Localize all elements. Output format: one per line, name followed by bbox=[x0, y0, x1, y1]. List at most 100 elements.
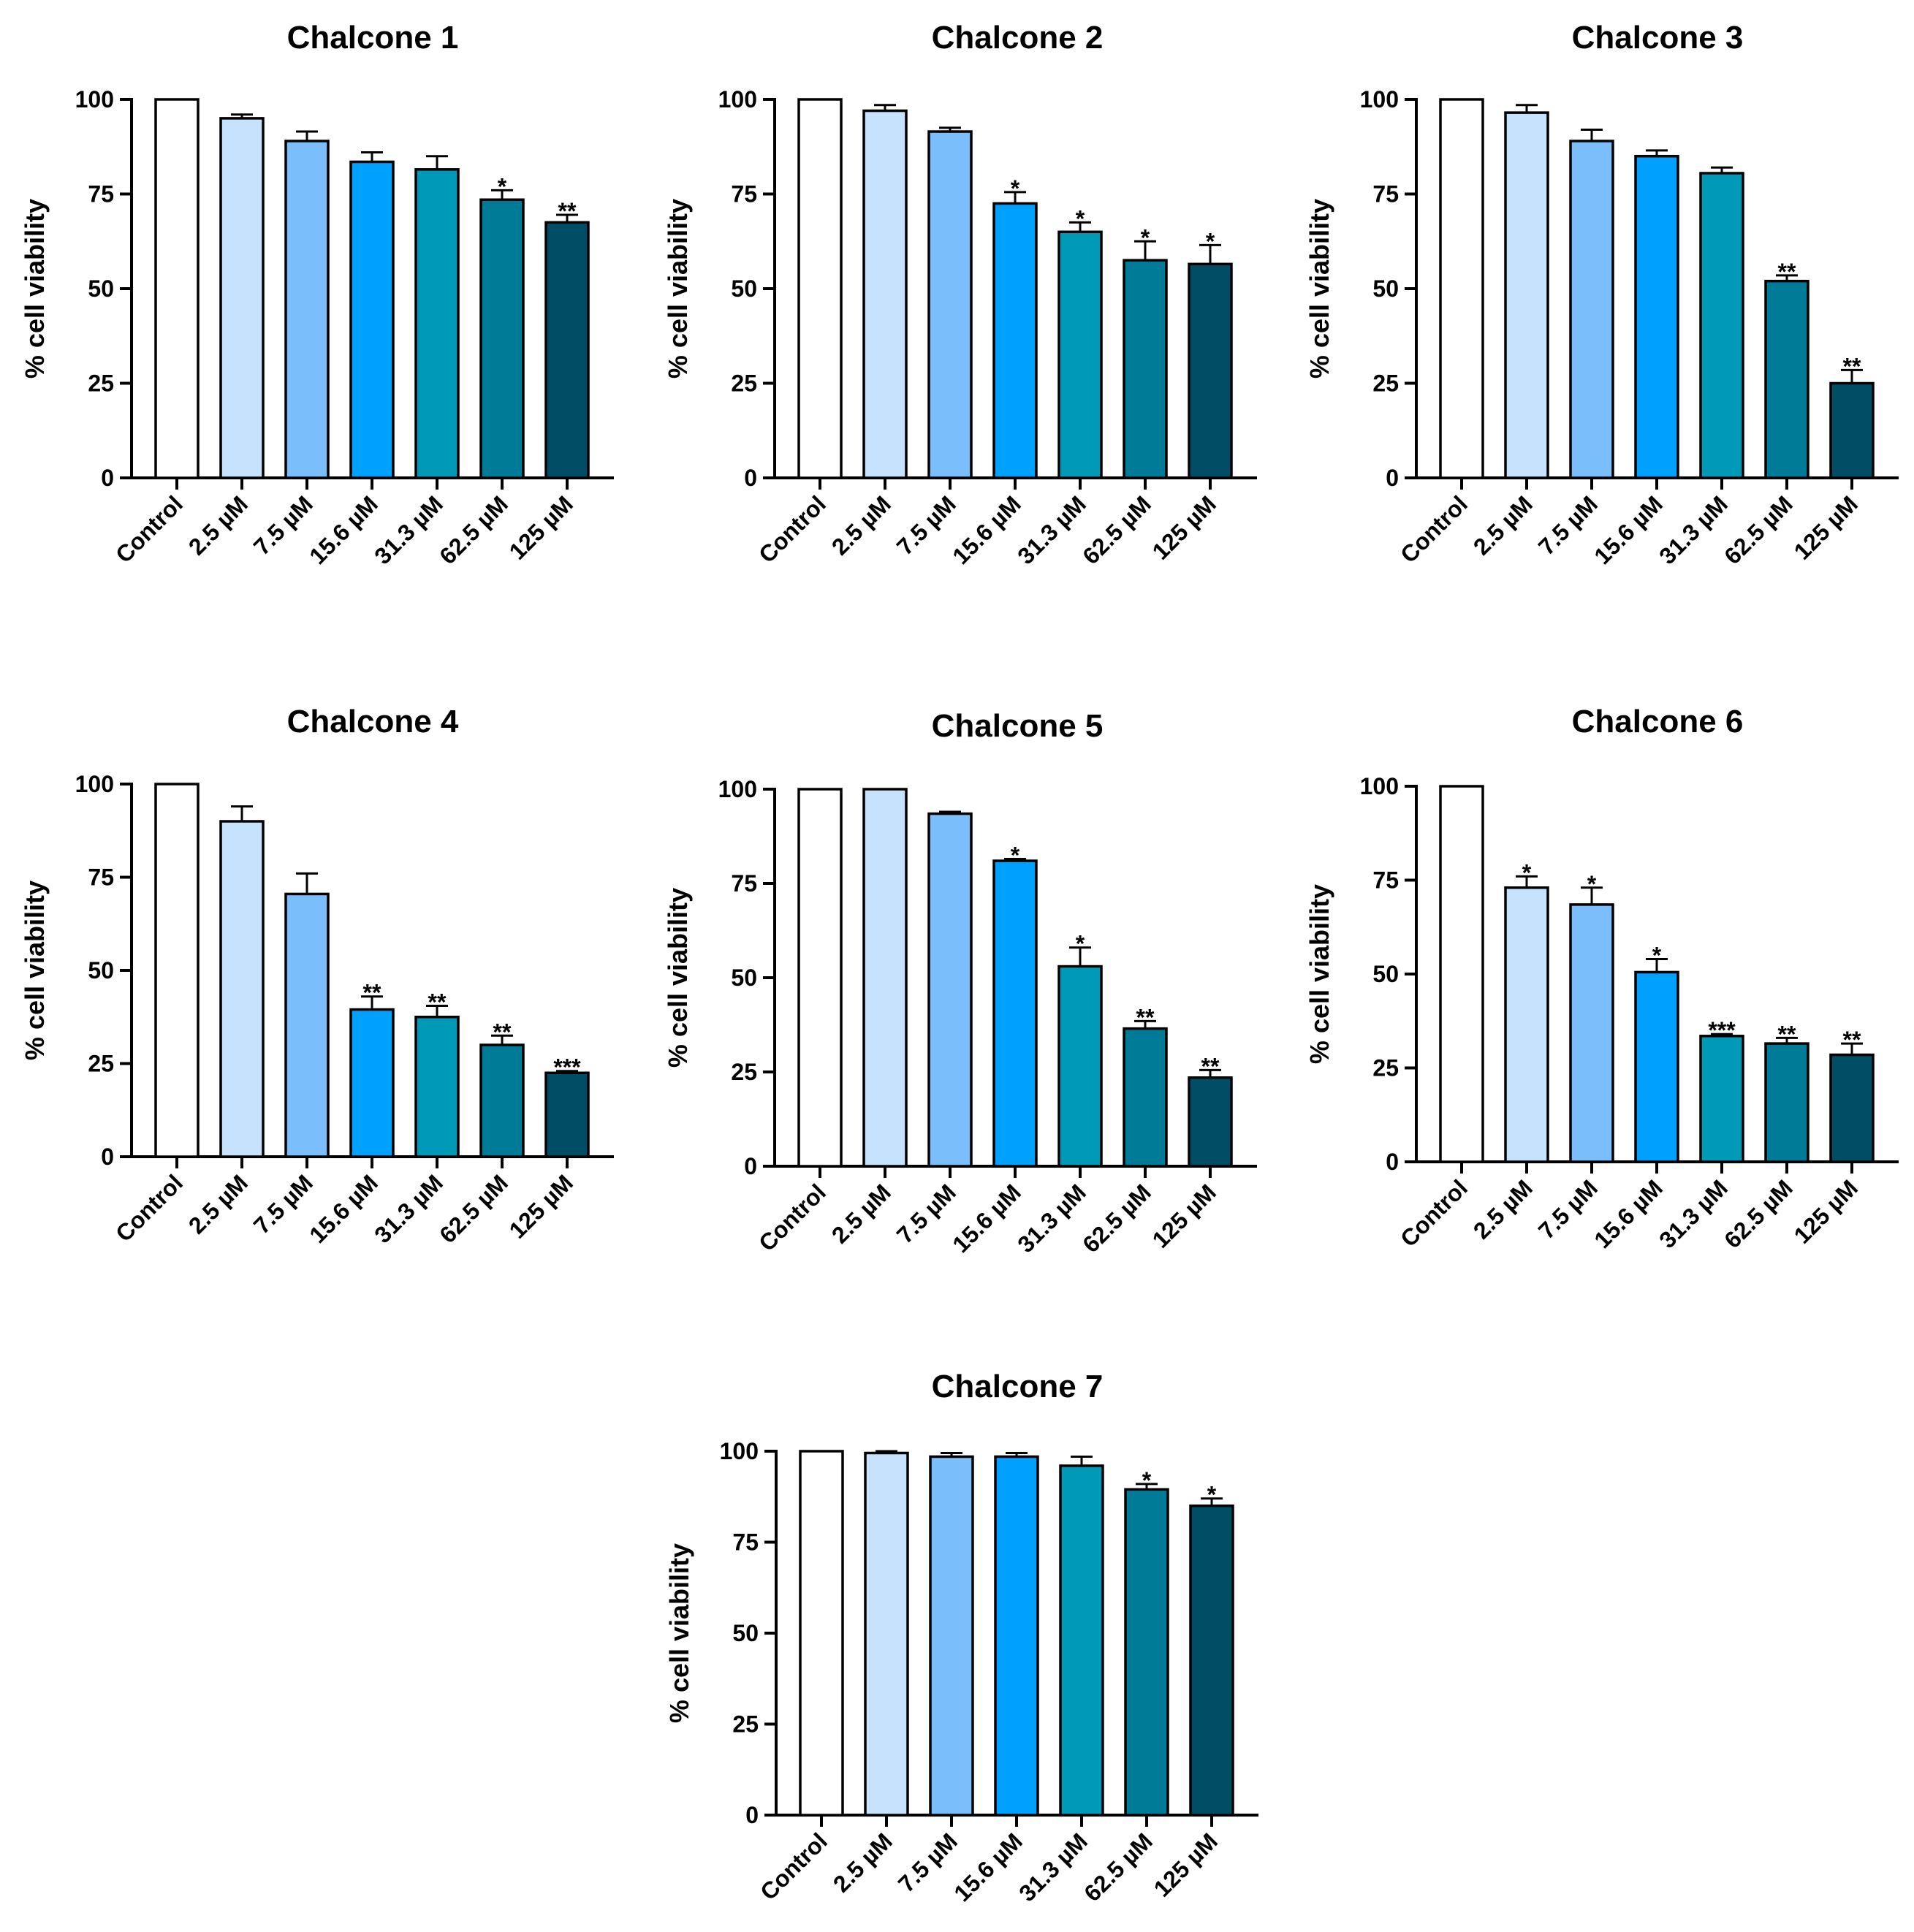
bar-15-6-m bbox=[992, 202, 1038, 479]
bar-125-m bbox=[1829, 1053, 1875, 1163]
chart-title: Chalcone 3 bbox=[1572, 20, 1744, 56]
y-tick-label: 100 bbox=[1360, 773, 1399, 799]
chart-title: Chalcone 1 bbox=[287, 20, 459, 56]
chart-title: Chalcone 2 bbox=[932, 20, 1104, 56]
significance-marker: * bbox=[1142, 1467, 1152, 1494]
x-tick-label: 2.5 µM bbox=[827, 1179, 896, 1248]
y-tick-label: 50 bbox=[732, 1620, 759, 1646]
y-tick-label: 100 bbox=[1360, 86, 1399, 113]
significance-marker: ** bbox=[1843, 1027, 1861, 1053]
chart-panel-2: Chalcone 2 % cell viability 0 25 50 75 100 Cont… bbox=[663, 20, 1257, 569]
x-tick-label: Control bbox=[753, 1179, 831, 1256]
significance-marker: ** bbox=[558, 198, 577, 224]
x-tick-label: 62.5 µM bbox=[434, 1169, 513, 1248]
x-tick-label: 62.5 µM bbox=[1077, 1179, 1156, 1258]
y-tick-label: 75 bbox=[732, 1529, 759, 1556]
significance-marker: ** bbox=[493, 1019, 512, 1045]
significance-marker: * bbox=[1206, 228, 1215, 254]
bar-control bbox=[1439, 98, 1484, 479]
y-tick-label: 0 bbox=[101, 1144, 114, 1170]
significance-marker: * bbox=[1076, 931, 1085, 957]
significance-marker: * bbox=[498, 173, 507, 199]
y-tick-label: 0 bbox=[744, 1153, 757, 1179]
y-tick-label: 50 bbox=[1372, 961, 1399, 987]
bar-control bbox=[1439, 785, 1484, 1163]
bar-62-5-m bbox=[479, 1043, 525, 1158]
bar-15-6-m bbox=[992, 859, 1038, 1168]
bar-31-3-m bbox=[1699, 1035, 1744, 1163]
x-tick-label: 125 µM bbox=[1147, 1179, 1221, 1252]
bar-62-5-m bbox=[1764, 279, 1809, 479]
bar-125-m bbox=[544, 221, 590, 479]
y-tick-label: 0 bbox=[744, 465, 757, 491]
bar-15-6-m bbox=[1634, 154, 1679, 479]
x-tick-label: 15.6 µM bbox=[1589, 1174, 1668, 1253]
chart-panel-5: Chalcone 5 % cell viability 0 25 50 75 100 Cont… bbox=[663, 708, 1257, 1258]
x-tick-label: 2.5 µM bbox=[1468, 490, 1538, 560]
x-tick-label: 62.5 µM bbox=[1719, 490, 1798, 569]
significance-marker: ** bbox=[1778, 1021, 1796, 1047]
bar-7-5-m bbox=[1569, 903, 1614, 1163]
chart-panel-7: Chalcone 7 % cell viability 0 25 50 75 100 Cont… bbox=[664, 1369, 1258, 1906]
y-tick-label: 25 bbox=[1372, 1055, 1399, 1081]
bar-31-3-m bbox=[1699, 172, 1744, 479]
y-tick-label: 100 bbox=[75, 86, 114, 113]
bar-31-3-m bbox=[414, 168, 460, 479]
bar-31-3-m bbox=[1059, 1464, 1104, 1817]
y-axis-label: % cell viability bbox=[1305, 199, 1334, 379]
significance-marker: *** bbox=[1708, 1017, 1736, 1043]
bar-7-5-m bbox=[927, 812, 973, 1168]
significance-marker: * bbox=[1011, 842, 1020, 868]
y-tick-label: 75 bbox=[88, 181, 114, 208]
bar-31-3-m bbox=[1057, 230, 1103, 479]
chart-title: Chalcone 7 bbox=[932, 1369, 1104, 1404]
bar-62-5-m bbox=[1123, 259, 1168, 479]
significance-marker: * bbox=[1522, 859, 1532, 886]
y-tick-label: 50 bbox=[1372, 275, 1399, 302]
bar-15-6-m bbox=[349, 160, 395, 479]
significance-marker: * bbox=[1587, 871, 1597, 897]
bar-125-m bbox=[1188, 262, 1233, 479]
bar-15-6-m bbox=[349, 1008, 395, 1158]
x-tick-label: 2.5 µM bbox=[183, 1169, 253, 1239]
bar-control bbox=[154, 98, 200, 479]
x-tick-label: 31.3 µM bbox=[369, 1169, 448, 1248]
significance-marker: ** bbox=[1201, 1053, 1220, 1079]
x-tick-label: Control bbox=[755, 1828, 832, 1905]
y-axis-label: % cell viability bbox=[20, 199, 50, 379]
bar-control bbox=[154, 783, 200, 1158]
bar-125-m bbox=[1189, 1504, 1234, 1817]
y-tick-label: 25 bbox=[1372, 370, 1399, 397]
y-tick-label: 75 bbox=[1372, 867, 1399, 894]
x-tick-label: 62.5 µM bbox=[434, 490, 513, 569]
bar-62-5-m bbox=[1764, 1042, 1809, 1163]
significance-marker: ** bbox=[1136, 1004, 1155, 1030]
bar-2-5-m bbox=[219, 820, 265, 1158]
x-tick-label: 15.6 µM bbox=[304, 490, 383, 569]
y-tick-label: 100 bbox=[720, 1438, 759, 1464]
significance-marker: * bbox=[1141, 224, 1150, 251]
significance-marker: * bbox=[1076, 205, 1085, 232]
x-tick-label: 2.5 µM bbox=[828, 1828, 897, 1897]
x-tick-label: 125 µM bbox=[1789, 490, 1863, 564]
significance-marker: * bbox=[1207, 1482, 1217, 1508]
y-axis-label: % cell viability bbox=[664, 1543, 694, 1723]
x-tick-label: 62.5 µM bbox=[1077, 490, 1156, 569]
y-tick-label: 25 bbox=[731, 370, 757, 397]
x-tick-label: 31.3 µM bbox=[1012, 1179, 1091, 1258]
bar-7-5-m bbox=[927, 130, 973, 479]
significance-marker: ** bbox=[428, 989, 447, 1015]
bar-15-6-m bbox=[1634, 970, 1679, 1163]
y-tick-label: 0 bbox=[1386, 465, 1399, 491]
bar-125-m bbox=[1188, 1076, 1233, 1168]
y-tick-label: 50 bbox=[88, 957, 114, 984]
significance-marker: *** bbox=[553, 1054, 581, 1081]
bar-7-5-m bbox=[284, 892, 330, 1158]
x-tick-label: 125 µM bbox=[504, 490, 578, 564]
x-tick-label: 125 µM bbox=[1789, 1174, 1863, 1248]
bar-2-5-m bbox=[1504, 886, 1549, 1163]
x-tick-label: 15.6 µM bbox=[1589, 490, 1668, 569]
y-tick-label: 0 bbox=[1386, 1149, 1399, 1175]
y-tick-label: 100 bbox=[718, 776, 757, 802]
